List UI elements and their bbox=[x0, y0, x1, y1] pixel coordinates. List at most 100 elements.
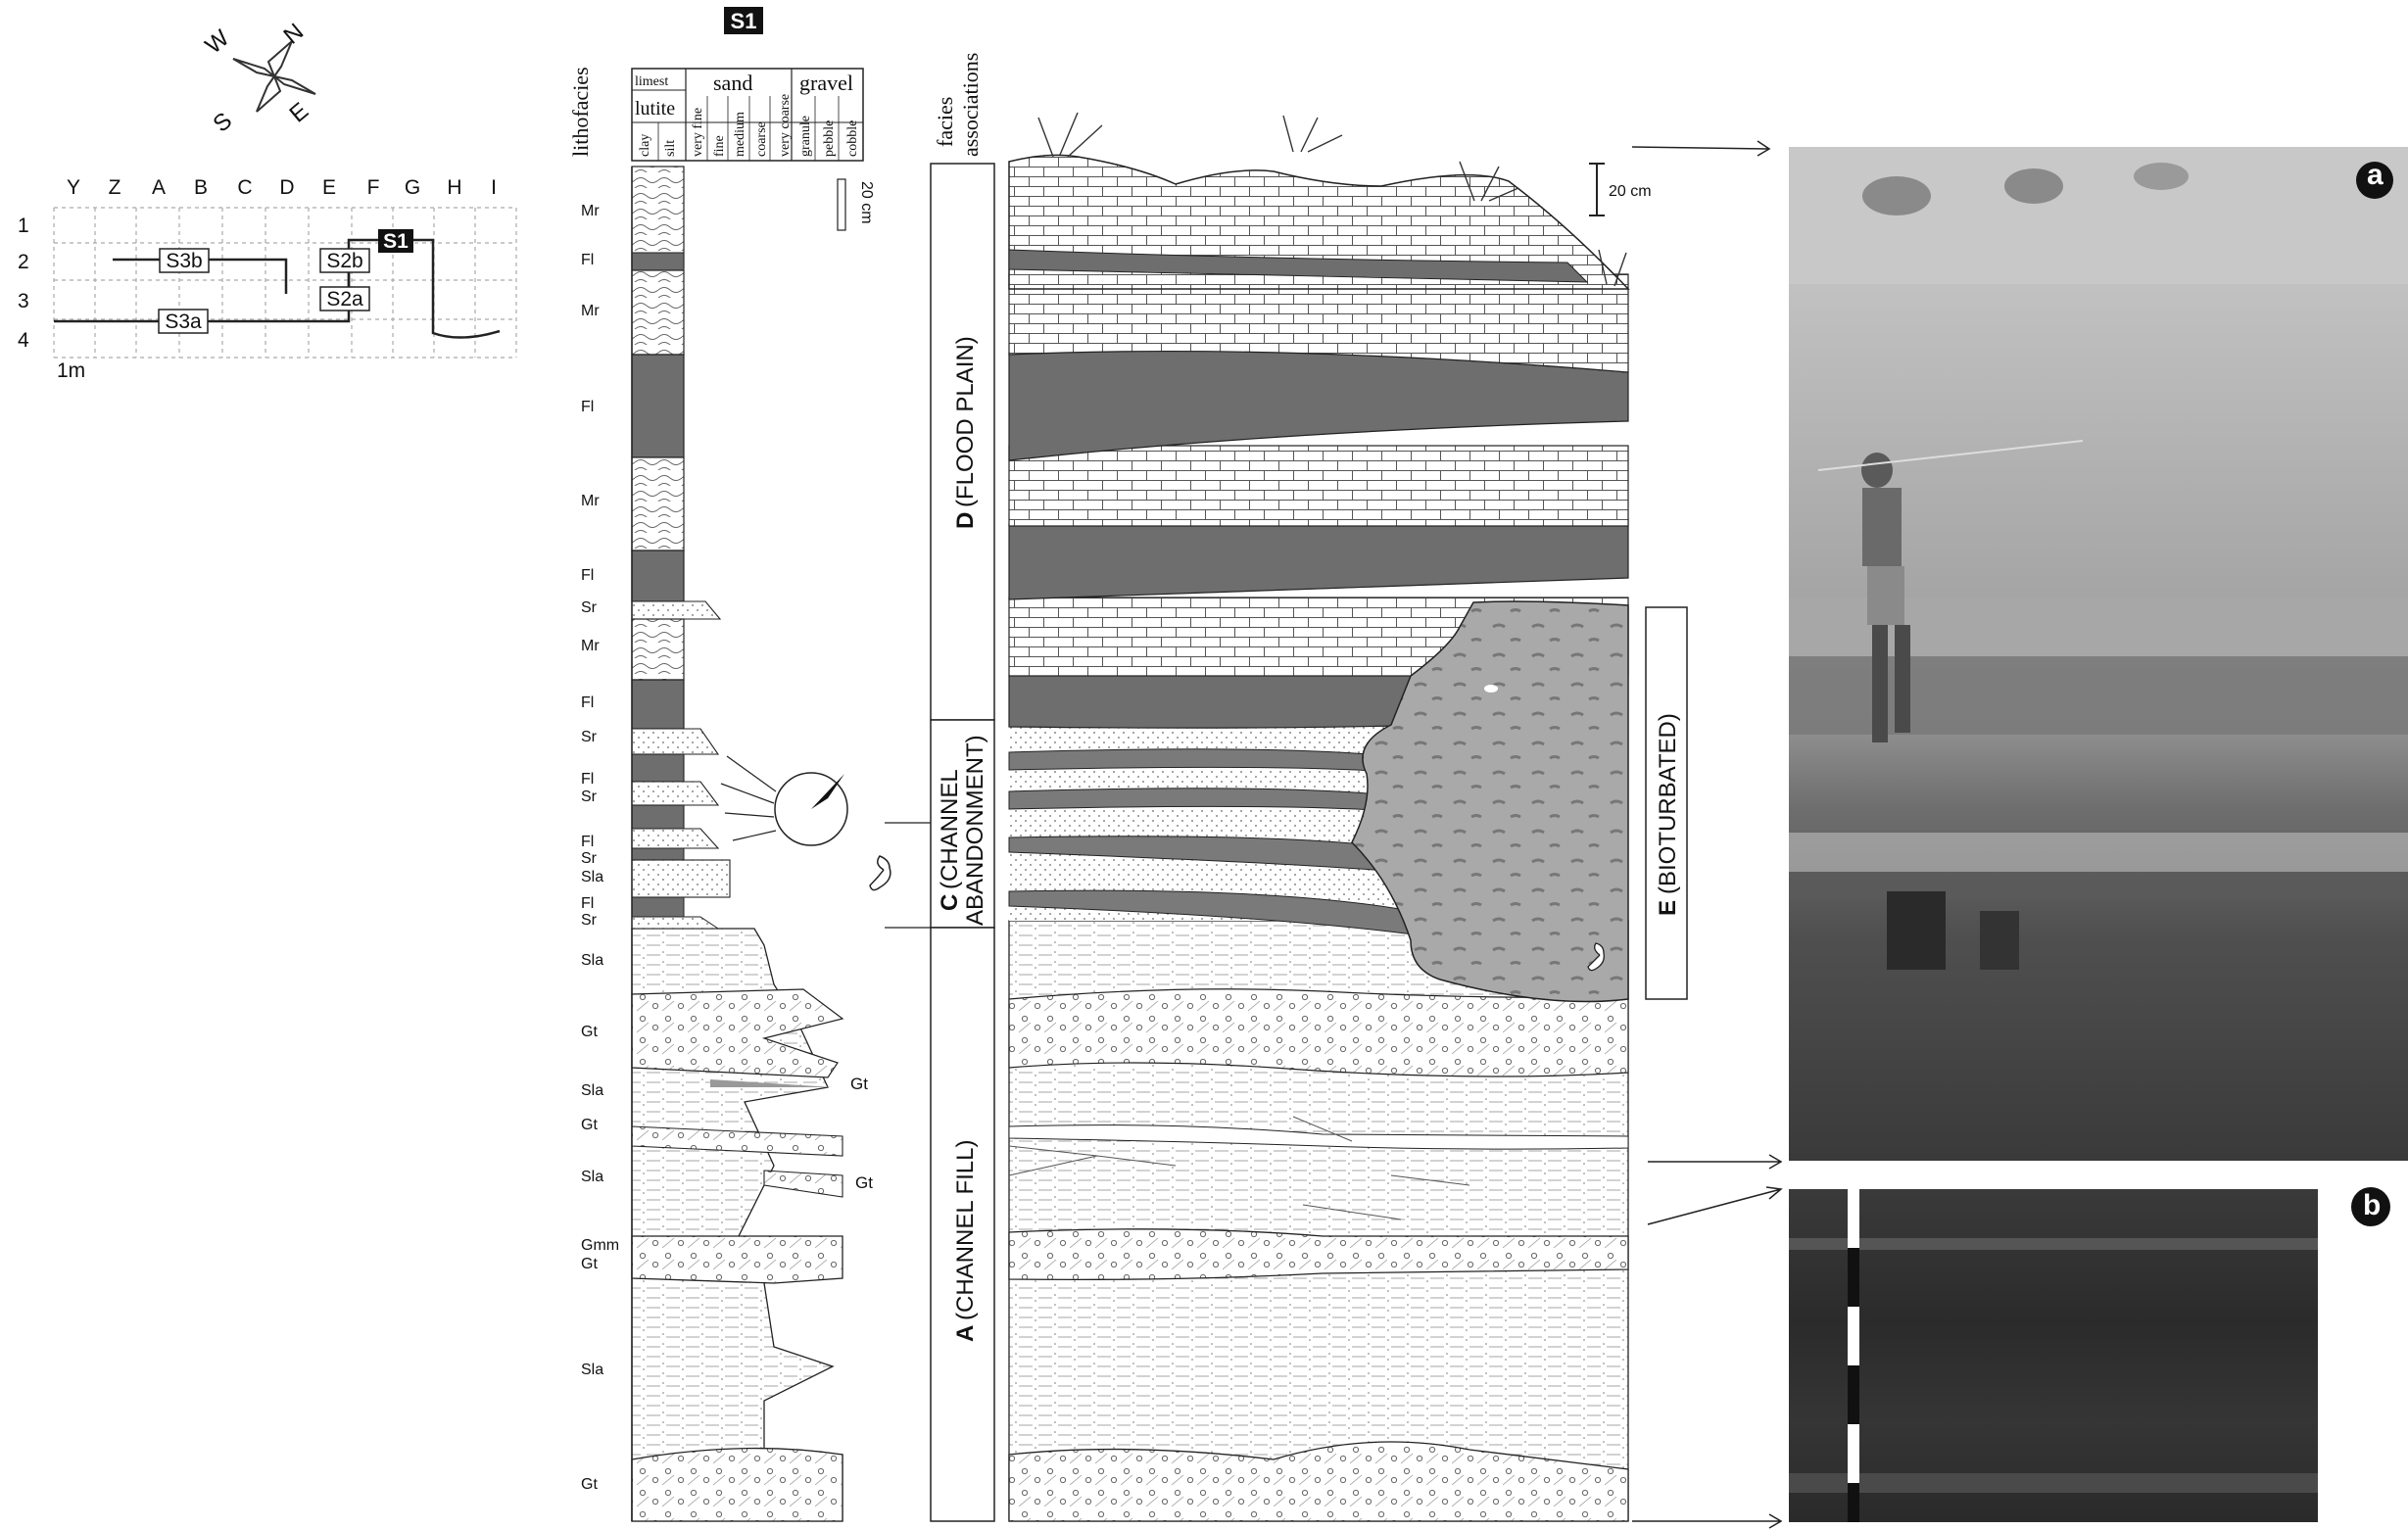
lithofacies-code: Sr bbox=[581, 599, 598, 616]
grid-col-label: A bbox=[152, 176, 166, 199]
grain-size-label: cobble bbox=[845, 120, 860, 157]
log-scale-label: 20 cm bbox=[858, 181, 875, 224]
facies-e-text: (BIOTURBATED) bbox=[1655, 713, 1681, 894]
header-limest: limest bbox=[635, 74, 668, 89]
lithofacies-code: Gt bbox=[581, 1256, 598, 1272]
lithofacies-code: Gt bbox=[581, 1024, 598, 1040]
lithofacies-code: Sla bbox=[581, 1082, 603, 1099]
grain-size-label: coarse bbox=[754, 121, 769, 157]
grain-size-label: fine bbox=[712, 135, 727, 157]
lithofacies-code: Fl bbox=[581, 694, 594, 711]
photo-b-label: b bbox=[2363, 1189, 2382, 1221]
lithofacies-code: Fl bbox=[581, 252, 594, 268]
grid-col-label: E bbox=[322, 176, 336, 199]
header-lutite: lutite bbox=[635, 98, 675, 120]
outcrop-photo-a: a bbox=[1789, 147, 2408, 1161]
lithofacies-code: Sla bbox=[581, 952, 603, 969]
grid-col-label: Y bbox=[67, 176, 80, 199]
grid-col-label: F bbox=[367, 176, 380, 199]
lithofacies-code: Sla bbox=[581, 869, 603, 885]
panel-scale-label: 20 cm bbox=[1609, 183, 1652, 200]
grain-size-label: clay bbox=[638, 134, 652, 157]
lithofacies-code: Gt bbox=[581, 1476, 598, 1493]
grid-row-label: 1 bbox=[18, 215, 29, 237]
compass-n-label: N bbox=[279, 19, 310, 50]
facies-a-letter: A bbox=[952, 1325, 979, 1342]
grain-size-header: limest lutite sand gravel clay silt very f… bbox=[631, 68, 864, 162]
facies-c-text-1: (CHANNEL bbox=[937, 769, 963, 889]
section-label-s2a: S2a bbox=[326, 288, 363, 311]
grid-col-label: Z bbox=[109, 176, 121, 199]
bone-icon-panel bbox=[1587, 942, 1605, 972]
section-label-s3b: S3b bbox=[166, 250, 202, 272]
lithofacies-code: Sla bbox=[581, 1362, 603, 1378]
lithofacies-code: Sr bbox=[581, 850, 598, 867]
grid-col-label: H bbox=[447, 176, 461, 199]
facies-d-text: (FLOOD PLAIN) bbox=[952, 336, 979, 507]
facies-c-text-2: ABANDONMENT) bbox=[962, 735, 988, 926]
lithofacies-code: Sr bbox=[581, 729, 598, 745]
facies-columns: D (FLOOD PLAIN) C (CHANNEL ABANDONMENT) … bbox=[885, 163, 995, 1522]
section-label-s2b: S2b bbox=[326, 250, 362, 272]
lithofacies-code: Mr bbox=[581, 203, 600, 219]
lithofacies-code: Mr bbox=[581, 638, 600, 654]
grid-col-label: B bbox=[194, 176, 208, 199]
grain-size-label: pebble bbox=[822, 120, 837, 157]
grain-size-label: medium bbox=[733, 112, 747, 157]
compass-s-label: S bbox=[209, 108, 238, 138]
compass-e-label: E bbox=[285, 98, 314, 128]
grid-row-label: 2 bbox=[18, 251, 29, 273]
compass-w-label: W bbox=[201, 24, 235, 59]
facies-c-letter: C bbox=[937, 894, 963, 911]
lithofacies-header: lithofacies bbox=[568, 67, 593, 157]
section-label-s3a: S3a bbox=[165, 311, 202, 333]
lithofacies-code: Gt bbox=[581, 1117, 598, 1133]
lithofacies-code: Mr bbox=[581, 493, 600, 509]
lithofacies-code: Mr bbox=[581, 303, 600, 319]
outcrop-panel: 20 cm bbox=[1008, 112, 1652, 1522]
outcrop-photo-b bbox=[1789, 1189, 2318, 1522]
facies-associations-header-2: associations bbox=[958, 53, 983, 157]
grid-row-label: 3 bbox=[18, 290, 29, 312]
lithofacies-code: Fl bbox=[581, 771, 594, 788]
lithofacies-code: Sla bbox=[581, 1169, 603, 1185]
map-scale-label: 1m bbox=[57, 359, 85, 382]
photo-a-label: a bbox=[2367, 159, 2384, 191]
side-label-gt-1: Gt bbox=[850, 1075, 868, 1093]
grid-col-label: G bbox=[405, 176, 420, 199]
grid-col-label: C bbox=[237, 176, 252, 199]
facies-d-letter: D bbox=[952, 512, 979, 529]
photo-b-badge bbox=[2351, 1187, 2390, 1226]
facies-associations-header-1: facies bbox=[933, 97, 957, 147]
side-label-gt-2: Gt bbox=[855, 1173, 873, 1192]
grain-size-label: very fine bbox=[691, 108, 705, 157]
compass-rose: W N S E bbox=[201, 19, 316, 138]
lithofacies-code: Sr bbox=[581, 912, 598, 929]
lithofacies-code: Fl bbox=[581, 834, 594, 850]
stratigraphic-log bbox=[631, 166, 844, 1522]
site-grid-map: Y Z A B C D E F G H I 1 2 3 4 S3b S2b S1 S2a S3a 1m bbox=[18, 176, 517, 382]
grid-row-label: 4 bbox=[18, 329, 29, 352]
header-sand: sand bbox=[713, 71, 752, 95]
facies-e-letter: E bbox=[1655, 900, 1681, 916]
paleocurrent-rose bbox=[720, 755, 848, 846]
lithofacies-code: Fl bbox=[581, 895, 594, 912]
header-gravel: gravel bbox=[799, 71, 853, 95]
lithofacies-code: Sr bbox=[581, 789, 598, 805]
lithofacies-code: Fl bbox=[581, 567, 594, 584]
grid-row-labels: 1 2 3 4 bbox=[18, 215, 29, 352]
section-label-s1: S1 bbox=[383, 230, 409, 253]
lithofacies-codes: MrFlMrFlMrFlSrMrFlSrFlSrFlSrSlaFlSrSlaGt… bbox=[581, 203, 619, 1493]
section-title: S1 bbox=[731, 9, 757, 33]
lithofacies-code: Fl bbox=[581, 399, 594, 415]
grain-size-label: very coarse bbox=[778, 94, 793, 157]
grid-col-label: D bbox=[279, 176, 294, 199]
grain-size-labels: clay silt very fine fine medium coarse very co… bbox=[638, 94, 860, 157]
lithofacies-code: Gmm bbox=[581, 1237, 619, 1254]
grain-size-label: granule bbox=[798, 116, 813, 157]
facies-a-text: (CHANNEL FILL) bbox=[952, 1140, 979, 1320]
correlation-arrows bbox=[1631, 140, 1783, 1529]
bone-icon bbox=[869, 855, 891, 891]
